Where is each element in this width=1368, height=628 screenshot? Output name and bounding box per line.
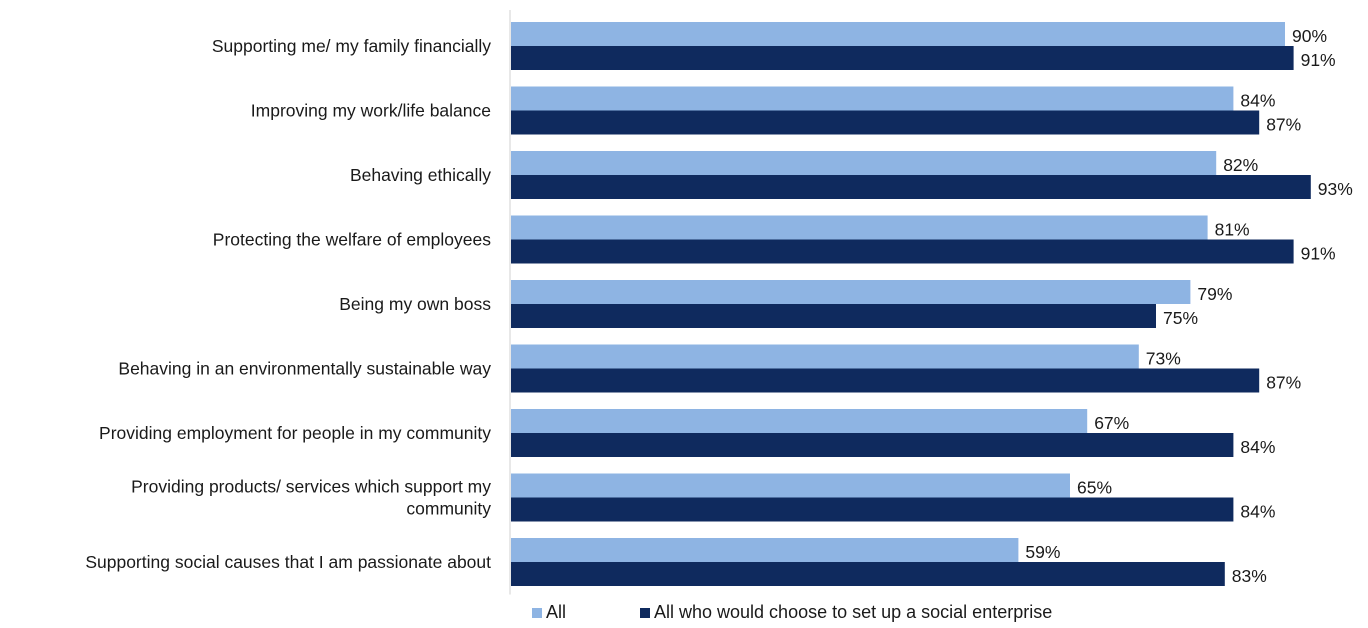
- category-label-line: Supporting social causes that I am passi…: [85, 552, 491, 572]
- legend-label-all: All: [546, 602, 566, 622]
- category-label-line: Improving my work/life balance: [251, 101, 491, 121]
- bar-all: [511, 86, 1234, 111]
- bar-social-enterprise: [511, 562, 1225, 586]
- bar-social-enterprise: [511, 239, 1294, 264]
- category-label-line: community: [406, 499, 491, 519]
- data-label: 73%: [1146, 349, 1181, 369]
- data-label: 84%: [1240, 502, 1275, 522]
- category-label: Supporting social causes that I am passi…: [85, 552, 491, 572]
- data-label: 83%: [1232, 566, 1267, 586]
- category-label: Providing employment for people in my co…: [99, 423, 491, 443]
- category-label-line: Providing products/ services which suppo…: [131, 477, 491, 497]
- category-label: Behaving ethically: [350, 165, 491, 185]
- data-label: 79%: [1197, 284, 1232, 304]
- category-label-line: Being my own boss: [339, 294, 491, 314]
- data-label: 59%: [1025, 542, 1060, 562]
- category-label: Improving my work/life balance: [251, 101, 491, 121]
- bar-all: [511, 344, 1139, 369]
- bar-social-enterprise: [511, 110, 1260, 135]
- data-label: 81%: [1215, 220, 1250, 240]
- legend-label-social-enterprise: All who would choose to set up a social …: [654, 602, 1052, 622]
- bar-all: [511, 280, 1191, 304]
- bar-social-enterprise: [511, 46, 1294, 70]
- data-label: 84%: [1240, 437, 1275, 457]
- bar-all: [511, 22, 1285, 46]
- data-label: 91%: [1301, 244, 1336, 264]
- data-label: 65%: [1077, 478, 1112, 498]
- bar-all: [511, 151, 1217, 175]
- data-label: 91%: [1301, 50, 1336, 70]
- category-label: Supporting me/ my family financially: [212, 36, 491, 56]
- data-label: 67%: [1094, 413, 1129, 433]
- data-label: 87%: [1266, 115, 1301, 135]
- data-label: 82%: [1223, 155, 1258, 175]
- bar-social-enterprise: [511, 497, 1234, 522]
- bar-all: [511, 409, 1088, 433]
- bar-all: [511, 473, 1070, 498]
- category-label: Behaving in an environmentally sustainab…: [118, 359, 491, 379]
- category-label: Protecting the welfare of employees: [213, 230, 491, 250]
- data-label: 84%: [1240, 91, 1275, 111]
- category-label-line: Providing employment for people in my co…: [99, 423, 491, 443]
- data-label: 75%: [1163, 308, 1198, 328]
- legend-swatch-all: [532, 608, 542, 618]
- category-label: Providing products/ services which suppo…: [131, 477, 491, 519]
- bar-all: [511, 215, 1208, 240]
- legend-swatch-social-enterprise: [640, 608, 650, 618]
- category-label-line: Protecting the welfare of employees: [213, 230, 491, 250]
- category-label-line: Supporting me/ my family financially: [212, 36, 491, 56]
- bar-all: [511, 538, 1019, 562]
- bar-social-enterprise: [511, 175, 1311, 199]
- bar-social-enterprise: [511, 304, 1156, 328]
- data-label: 87%: [1266, 373, 1301, 393]
- bar-social-enterprise: [511, 368, 1260, 393]
- data-label: 90%: [1292, 26, 1327, 46]
- category-label-line: Behaving ethically: [350, 165, 491, 185]
- category-label-line: Behaving in an environmentally sustainab…: [118, 359, 491, 379]
- data-label: 93%: [1318, 179, 1353, 199]
- bar-social-enterprise: [511, 433, 1234, 457]
- category-label: Being my own boss: [339, 294, 491, 314]
